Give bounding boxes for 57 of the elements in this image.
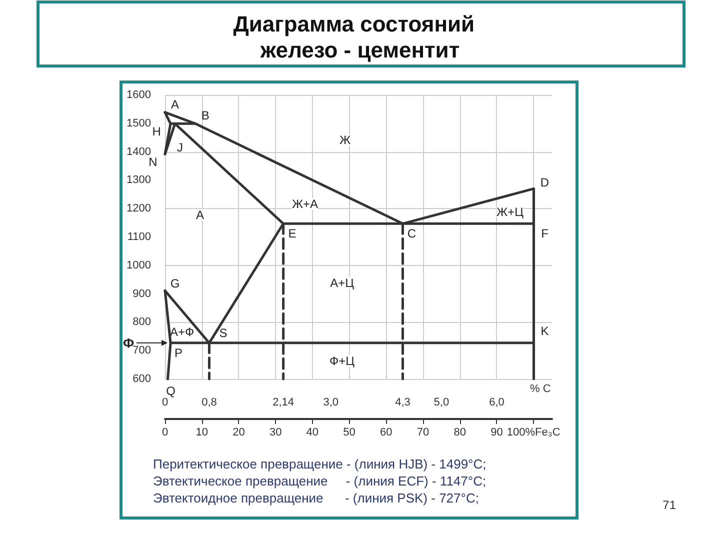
annotation: Ж — [339, 133, 351, 147]
annotation: Ф+Ц — [329, 354, 355, 368]
y-tick-label: 1400 — [126, 146, 151, 158]
annotation: Ж+А — [292, 197, 318, 211]
y-tick-label: 800 — [132, 316, 151, 328]
annotation: H — [152, 124, 161, 139]
y-tick-label: 700 — [132, 344, 151, 357]
chart-title: Диаграмма состояний железо - цементит — [233, 12, 487, 62]
x2-tick-label: 40 — [306, 426, 319, 438]
annotation: G — [170, 276, 180, 291]
annotation: N — [148, 155, 158, 170]
y-tick-label: 1300 — [126, 174, 151, 186]
annotation: Ф — [122, 335, 134, 350]
y-tick-label: 1200 — [126, 202, 151, 215]
annotation: А+Ф — [170, 325, 194, 339]
annotation: K — [540, 324, 549, 338]
y-tick-label: 1600 — [126, 89, 151, 101]
x2-tick-label: 100%Fe₃C — [506, 426, 560, 438]
y-tick-label: 1100 — [127, 231, 151, 243]
annotation: B — [201, 108, 210, 123]
y-tick-label: 1000 — [126, 259, 151, 272]
annotation: E — [288, 226, 296, 241]
x2-tick-label: 30 — [269, 426, 282, 438]
text: 71 — [662, 498, 676, 512]
annotation: А — [196, 208, 204, 222]
x2-tick-label: 90 — [490, 426, 503, 438]
annotation: А+Ц — [330, 276, 354, 290]
x-tick-label: 3,0 — [323, 396, 339, 408]
y-tick-label: 600 — [132, 373, 151, 385]
x-tick-label: 2,14 — [272, 396, 294, 408]
annotation: Q — [166, 384, 176, 398]
annotation: C — [407, 226, 416, 241]
text: Перитектическое превращение - (линия HJB) - 1499°C; — [153, 456, 486, 472]
x2-tick-label: 50 — [343, 426, 356, 438]
x2-tick-label: 20 — [232, 426, 245, 438]
annotation: Ж+Ц — [496, 205, 524, 219]
annotation: J — [176, 140, 183, 155]
text: Эвтектоидное превращение - (линия PSK) - 727°C; — [153, 490, 479, 506]
x2-tick-label: 80 — [454, 426, 466, 438]
annotation: P — [174, 346, 183, 360]
x2-tick-label: 10 — [196, 426, 208, 438]
y-tick-label: 1500 — [126, 117, 151, 130]
annotation: D — [540, 176, 550, 190]
x-tick-label: 0,8 — [202, 396, 217, 408]
x-tick-label: 6,0 — [489, 396, 504, 408]
text: Эвтектическое превращение - (линия ECF) - 1147°C; — [153, 474, 486, 488]
x-tick-label: 5,0 — [434, 396, 450, 408]
x-axis-title: % C — [530, 383, 551, 395]
x2-tick-label: 70 — [416, 426, 430, 438]
y-tick-label: 900 — [132, 288, 151, 300]
x2-tick-label: 0 — [162, 426, 168, 438]
annotation: A — [170, 97, 180, 112]
x2-tick-label: 60 — [380, 426, 392, 438]
x-tick-label: 0 — [162, 396, 168, 408]
annotation: S — [219, 326, 228, 340]
annotation: F — [541, 226, 548, 241]
x-tick-label: 4,3 — [395, 396, 410, 408]
